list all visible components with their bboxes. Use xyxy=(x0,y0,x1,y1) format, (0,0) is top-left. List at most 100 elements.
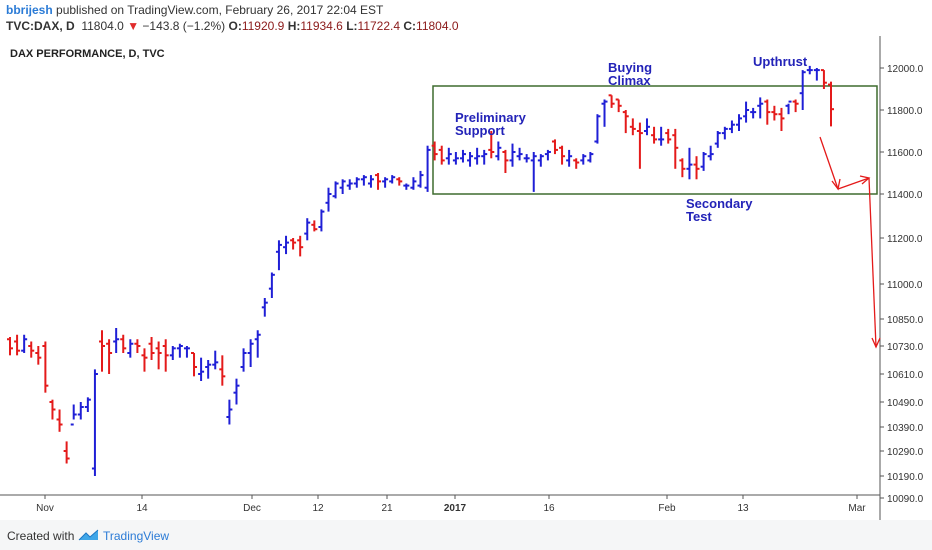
ohlc-bar xyxy=(474,147,481,165)
ohlc-bar xyxy=(665,128,672,144)
price-change: −143.8 (−1.2%) xyxy=(142,19,226,33)
ohlc-bar xyxy=(438,145,445,165)
ohlc-bar xyxy=(799,70,806,110)
low-value: 11722.4 xyxy=(357,19,401,33)
ohlc-bar xyxy=(686,147,693,180)
ohlc-bar xyxy=(162,339,169,372)
ohlc-bar xyxy=(459,149,466,163)
author-name[interactable]: bbrijesh xyxy=(6,3,53,17)
ohlc-bar xyxy=(14,334,21,356)
ohlc-bar xyxy=(417,170,424,188)
annotation-line: Buying xyxy=(608,60,652,75)
tradingview-logo-icon xyxy=(78,529,99,541)
time-tick-label: Nov xyxy=(36,503,54,514)
projection-arrows xyxy=(819,136,881,349)
ohlc-bar xyxy=(431,141,438,161)
ohlc-bar xyxy=(516,147,523,161)
ohlc-bar xyxy=(467,152,474,167)
ohlc-bar xyxy=(339,179,346,194)
ohlc-bar xyxy=(679,158,686,178)
ohlc-bar xyxy=(452,152,459,165)
ohlc-bar xyxy=(636,122,643,169)
chart-background xyxy=(0,36,932,520)
ohlc-bar xyxy=(707,145,714,161)
price-tick-label: 11000.0 xyxy=(887,280,923,291)
ohlc-bar xyxy=(601,99,608,127)
ohlc-bar xyxy=(233,378,240,405)
high-value: 11934.6 xyxy=(300,19,343,33)
ohlc-bar xyxy=(70,404,77,426)
ohlc-bar xyxy=(84,397,91,412)
symbol-label: TVC:DAX, D xyxy=(6,19,75,33)
ohlc-bar xyxy=(148,337,155,360)
ohlc-bar xyxy=(99,330,106,372)
ohlc-bar xyxy=(56,409,63,432)
ohlc-legend: TVC:DAX, D 11804.0 ▼ −143.8 (−1.2%) O:11… xyxy=(6,19,459,33)
chart-footer: Created with TradingView xyxy=(0,520,932,550)
ohlc-bar xyxy=(828,81,834,127)
ohlc-bar xyxy=(169,346,176,360)
time-tick-label: 21 xyxy=(381,503,393,514)
ohlc-bar xyxy=(481,149,488,165)
down-triangle-icon: ▼ xyxy=(127,19,140,33)
ohlc-bar xyxy=(304,218,311,241)
ohlc-bar xyxy=(771,105,778,121)
ohlc-bar xyxy=(580,154,587,165)
tradingview-brand[interactable]: TradingView xyxy=(103,529,170,543)
price-tick-label: 11200.0 xyxy=(887,234,923,245)
ohlc-bar xyxy=(820,69,827,89)
ohlc-bar xyxy=(728,120,735,134)
time-tick-label: 13 xyxy=(737,503,749,514)
annotation-line: Upthrust xyxy=(753,54,808,69)
wyckoff-annotation: Preliminary Support xyxy=(455,110,527,138)
ohlc-bar xyxy=(566,149,573,167)
ohlc-bar xyxy=(283,235,290,255)
ohlc-bar xyxy=(743,101,750,123)
ohlc-bar xyxy=(573,158,580,169)
ohlc-bar xyxy=(693,156,700,180)
ohlc-bar xyxy=(318,209,325,232)
time-tick-label: 16 xyxy=(543,503,555,514)
ohlc-bar xyxy=(141,348,148,372)
time-tick-label: Dec xyxy=(243,503,261,514)
ohlc-bar xyxy=(806,65,813,75)
ohlc-bar xyxy=(183,346,190,358)
ohlc-bar xyxy=(91,369,98,476)
ohlc-bar xyxy=(49,399,56,420)
ohlc-bar xyxy=(205,360,212,379)
ohlc-bar xyxy=(226,399,233,425)
ohlc-bar xyxy=(240,348,247,372)
time-tick-label: Feb xyxy=(658,503,676,514)
ohlc-bar xyxy=(113,328,120,353)
ohlc-bar xyxy=(346,179,353,190)
ohlc-bar xyxy=(735,114,742,131)
ohlc-bar xyxy=(42,341,49,393)
ohlc-bar xyxy=(77,402,84,420)
ohlc-bar xyxy=(608,94,615,108)
ohlc-bar xyxy=(615,98,622,113)
ohlc-bar xyxy=(537,154,544,167)
ohlc-bar xyxy=(353,177,360,188)
ohlc-bar xyxy=(332,181,339,199)
ohlc-bar xyxy=(247,339,254,367)
ohlc-bar xyxy=(191,352,198,377)
ohlc-bar xyxy=(813,68,820,81)
price-tick-label: 10850.0 xyxy=(887,315,924,326)
ohlc-bar xyxy=(672,128,679,169)
price-tick-label: 10610.0 xyxy=(887,370,924,381)
chart-title: DAX PERFORMANCE, D, TVC xyxy=(10,48,165,60)
ohlc-chart[interactable]: DAX PERFORMANCE, D, TVC 12000.0 11800.0 11… xyxy=(0,36,932,520)
price-tick-label: 10190.0 xyxy=(887,472,924,483)
wyckoff-annotation: Upthrust xyxy=(753,54,808,69)
arrow-final-head xyxy=(871,337,881,349)
ohlc-bar xyxy=(587,152,594,163)
ohlc-bar xyxy=(778,107,785,131)
close-label: C: xyxy=(403,19,417,33)
price-tick-label: 10490.0 xyxy=(887,398,924,409)
ohlc-bar xyxy=(651,126,658,144)
ohlc-bar xyxy=(785,100,792,115)
ohlc-bar xyxy=(63,441,70,464)
ohlc-bar xyxy=(544,149,551,161)
open-label: O: xyxy=(228,19,242,33)
ohlc-bar xyxy=(509,143,516,167)
